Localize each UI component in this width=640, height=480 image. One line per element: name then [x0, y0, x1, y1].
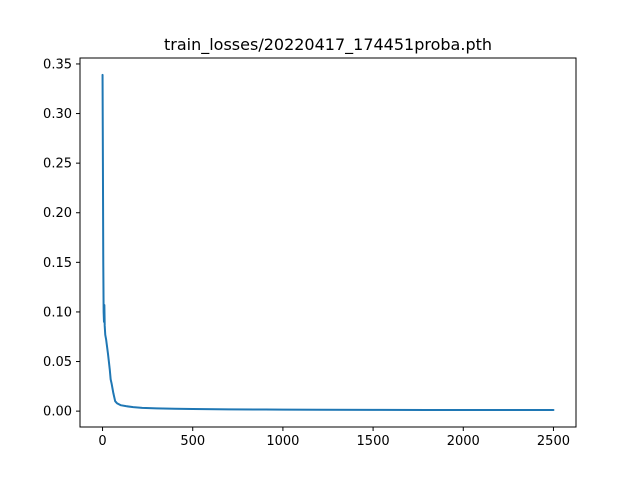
- x-axis: 0 500 1000 1500 2000 2500: [98, 427, 570, 449]
- y-tick-label: 0.30: [43, 107, 72, 122]
- x-tick-label: 500: [180, 434, 205, 449]
- loss-series-line: [101, 73, 555, 412]
- y-tick-label: 0.00: [43, 405, 72, 420]
- chart-title: train_losses/20220417_174451proba.pth: [164, 35, 492, 55]
- y-tick-label: 0.20: [43, 206, 72, 221]
- x-tick-label: 0: [98, 434, 106, 449]
- y-tick-label: 0.10: [43, 305, 72, 320]
- x-tick-label: 1500: [357, 434, 390, 449]
- x-tick-label: 1000: [266, 434, 299, 449]
- x-tick-label: 2500: [537, 434, 570, 449]
- y-tick-label: 0.35: [43, 57, 72, 72]
- y-axis: 0.00 0.05 0.10 0.15 0.20 0.25 0.30 0.35: [43, 57, 80, 420]
- y-tick-label: 0.15: [43, 256, 72, 271]
- plot-frame: [79, 57, 577, 428]
- y-tick-label: 0.25: [43, 157, 72, 172]
- x-tick-label: 2000: [447, 434, 480, 449]
- series-layer: [101, 73, 555, 412]
- y-tick-label: 0.05: [43, 355, 72, 370]
